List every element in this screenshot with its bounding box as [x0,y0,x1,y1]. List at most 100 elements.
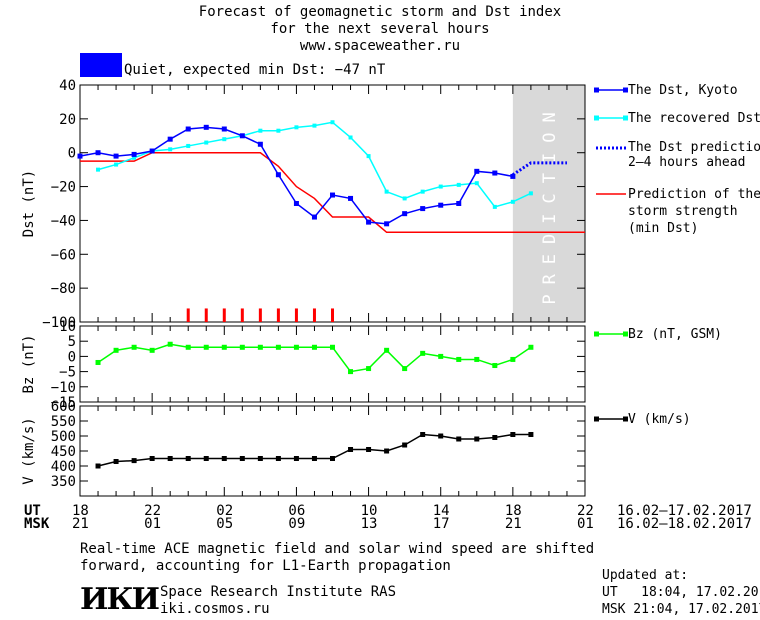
bz-point [456,356,462,362]
bz-point [330,344,335,350]
prediction-label: PREDICTION [540,102,560,304]
kyoto-dst-point [384,221,390,227]
kyoto-dst-point [510,173,516,179]
recovered-dst-point [186,143,191,148]
recovered-dst-point [312,123,317,128]
y-tick-label: −5 [59,365,76,381]
v-point [95,463,101,469]
msk-tick-label: 21 [72,516,89,532]
bz-point [167,341,173,347]
v-point [113,459,119,464]
panel-frame [79,325,586,403]
y-tick-label: 20 [59,112,76,128]
kyoto-dst-point [348,195,354,201]
ut-date-range: 16.02–17.02.2017 [617,503,752,519]
kyoto-dst-point [185,126,191,132]
msk-tick-label: 01 [144,516,161,532]
v-point [366,447,372,452]
v-point [311,456,317,461]
updated-msk: MSK 21:04, 17.02.2017 [602,602,760,617]
v-point [510,432,516,437]
v-point [348,447,354,452]
recovered-dst-point [528,191,533,196]
recovered-dst-point [168,147,173,152]
msk-tick-label: 01 [577,516,594,532]
v-point [203,456,209,461]
bz-point [402,366,408,372]
bz-point [510,356,516,362]
v-point [167,456,173,461]
ut-tick-label: 14 [432,503,450,519]
recovered-dst-point [276,128,281,133]
kyoto-dst-point [113,153,119,159]
kyoto-dst-line [79,126,513,225]
kyoto-dst-point [474,168,480,174]
kyoto-dst-point [330,192,335,198]
bz-point [185,344,191,350]
v-point [149,456,155,461]
recovered-dst-point [348,135,353,140]
v-point [257,456,263,461]
v-point [131,458,137,464]
y-tick-label: −20 [51,180,76,196]
ut-tick-label: 18 [504,503,522,519]
legend-storm-sub: storm strength [628,204,738,219]
kyoto-dst-point [366,219,372,225]
ut-tick-label: 10 [360,503,378,519]
v-point [474,436,480,442]
bz-point [438,353,444,359]
y-tick-label: 600 [51,399,76,415]
legend-v-swatch-marker [594,416,599,422]
bz-point [474,356,480,362]
recovered-dst-point [402,196,407,201]
y-tick-label: 5 [68,334,76,350]
kyoto-dst-point [420,206,426,212]
recovered-dst-point [366,154,371,159]
v-point [293,456,299,461]
v-point [402,442,408,448]
y-tick-label: 450 [51,444,76,460]
kyoto-dst-point [257,141,263,147]
updated-label: Updated at: [602,568,689,583]
recovered-dst-point [222,137,227,142]
institute-site[interactable]: iki.cosmos.ru [160,601,270,617]
legend-storm-sub2: (min Dst) [628,221,699,236]
recovered-dst-point [132,155,137,160]
y-tick-label: 10 [59,319,76,335]
kyoto-dst-point [221,126,227,132]
bz-point [366,366,372,372]
v-point [528,432,534,437]
v-point [330,456,335,461]
ut-tick-label: 22 [577,503,594,519]
legend-bz-swatch-marker [623,331,628,337]
y-axis-label: Bz (nT) [21,334,37,393]
y-tick-label: −40 [51,213,76,229]
recovered-dst-point [294,125,299,130]
bz-point [384,347,390,353]
status-swatch [80,53,122,77]
site-url[interactable]: www.spaceweather.ru [299,38,461,54]
v-point [384,448,390,454]
y-tick-label: −80 [51,281,76,297]
v-point [420,432,426,437]
kyoto-dst-point [131,151,137,157]
iki-logo: ИКИ [80,582,160,617]
y-tick-label: 350 [51,474,76,490]
ut-tick-label: 02 [216,503,234,519]
bz-point [257,344,263,350]
dst-prediction-line [512,161,567,176]
legend-dst-prediction: The Dst prediction [628,140,760,155]
legend-bz: Bz (nT, GSM) [628,327,722,342]
legend-recovered-swatch-marker [623,115,628,121]
bz-point [95,359,101,365]
bz-point [221,344,227,350]
legend-kyoto-swatch-marker [594,87,599,93]
recovered-dst-line [97,121,532,208]
legend-v: V (km/s) [628,412,691,427]
y-tick-label: −15 [51,395,76,411]
v-point [239,456,245,461]
bz-point [113,347,119,353]
y-axis-label: V (km/s) [21,417,37,484]
legend-dst-recovered: The recovered Dst [628,111,760,126]
